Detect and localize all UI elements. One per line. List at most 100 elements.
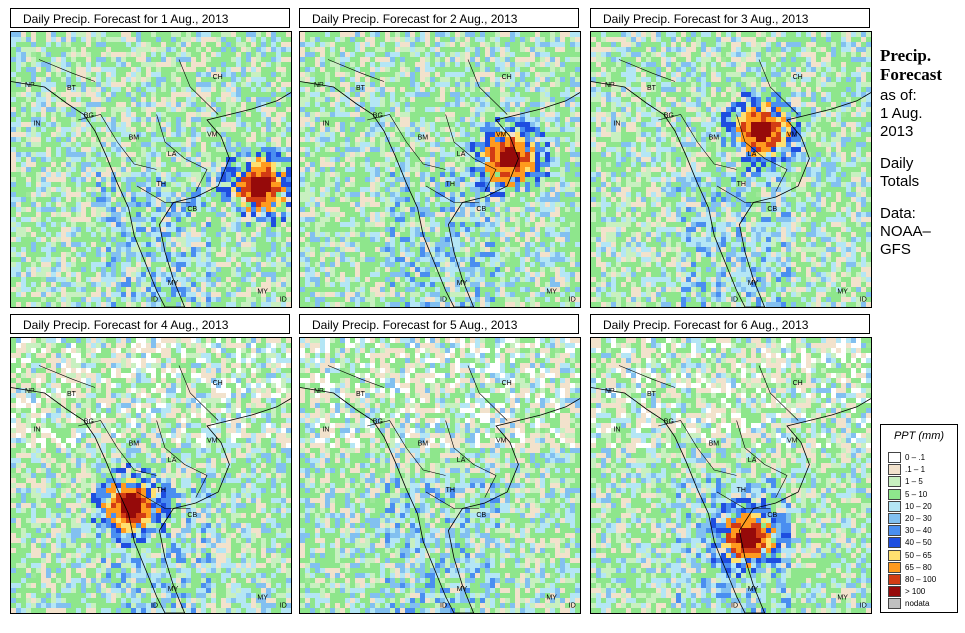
country-label: NP — [25, 82, 35, 89]
country-label: BG — [373, 112, 383, 119]
country-label: BM — [709, 134, 720, 141]
legend-swatch — [888, 561, 901, 573]
country-border — [445, 114, 497, 192]
legend-label: 5 – 10 — [905, 489, 928, 499]
country-border — [425, 491, 480, 509]
country-border — [367, 114, 446, 170]
country-label: IN — [322, 121, 329, 128]
legend-swatch — [888, 513, 901, 524]
country-label: BT — [67, 391, 77, 398]
country-label: IN — [613, 427, 620, 434]
coastline — [300, 81, 580, 307]
country-label: MY — [546, 288, 557, 295]
country-border — [618, 59, 676, 82]
country-label: LA — [168, 151, 177, 158]
precip-map: NP BT BG IN CH BM VM LA TH CB MY ID MY ID — [590, 337, 872, 614]
country-label: ID — [569, 297, 576, 304]
country-label: VM — [207, 132, 218, 139]
country-label: CH — [213, 380, 223, 387]
panel-title: Daily Precip. Forecast for 4 Aug., 2013 — [10, 314, 290, 334]
country-label: NP — [605, 388, 615, 395]
country-border — [716, 185, 771, 203]
country-label: TH — [157, 487, 166, 494]
country-label: CB — [476, 512, 486, 519]
country-label: CH — [793, 74, 803, 81]
country-label: CB — [187, 512, 197, 519]
country-label: LA — [457, 151, 466, 158]
data-label: Data: — [880, 205, 916, 222]
precip-map: NP BT BG IN CH BM VM LA TH CB MY ID MY ID — [299, 337, 581, 614]
country-border — [736, 114, 788, 192]
panel-title: Daily Precip. Forecast for 5 Aug., 2013 — [299, 314, 579, 334]
country-label: TH — [446, 181, 455, 188]
legend-label: 40 – 50 — [905, 538, 932, 548]
legend-swatch — [888, 598, 901, 610]
legend-swatch — [888, 586, 901, 598]
country-border — [467, 365, 508, 421]
country-label: IN — [33, 121, 40, 128]
country-label: TH — [737, 181, 746, 188]
coastline — [591, 387, 871, 613]
country-border — [327, 365, 385, 388]
country-label: TH — [157, 181, 166, 188]
panel-title: Daily Precip. Forecast for 2 Aug., 2013 — [299, 8, 579, 28]
country-label: BG — [84, 418, 94, 425]
country-label: ID — [151, 297, 158, 304]
country-label: IN — [33, 427, 40, 434]
heading-line-2: Forecast — [880, 65, 942, 84]
country-label: LA — [748, 151, 757, 158]
country-label: ID — [731, 297, 738, 304]
legend-title: PPT (mm) — [893, 430, 945, 442]
country-label: LA — [168, 457, 177, 464]
legend-label: 65 – 80 — [905, 562, 932, 572]
country-border — [445, 420, 497, 498]
coastline — [591, 81, 871, 307]
country-label: NP — [605, 82, 615, 89]
coastline — [11, 387, 291, 613]
coastline — [11, 81, 291, 307]
map-canvas: NP BT BG IN CH BM VM LA TH CB MY ID MY ID — [300, 32, 580, 307]
precip-map: NP BT BG IN CH BM VM LA TH CB MY ID MY ID — [299, 31, 581, 308]
country-border — [38, 59, 96, 82]
country-border — [658, 420, 737, 476]
country-border — [78, 420, 157, 476]
precip-map: NP BT BG IN CH BM VM LA TH CB MY ID MY ID — [10, 337, 292, 614]
country-label: MY — [457, 280, 468, 287]
country-label: VM — [496, 132, 507, 139]
country-label: BT — [356, 391, 366, 398]
precip-legend: PPT (mm) 0 – .1 .1 – 1 1 – 5 5 – 10 10 – 20 2… — [880, 424, 958, 613]
country-label: BM — [129, 440, 140, 447]
legend-label: nodata — [905, 599, 930, 609]
legend-swatch — [888, 488, 901, 500]
country-label: ID — [440, 603, 447, 610]
country-label: MY — [837, 594, 848, 601]
country-label: MY — [837, 288, 848, 295]
country-label: IN — [322, 427, 329, 434]
country-border — [425, 185, 480, 203]
legend-label: 0 – .1 — [905, 453, 926, 462]
country-label: IN — [613, 121, 620, 128]
country-border — [178, 59, 219, 115]
legend-label: .1 – 1 — [905, 465, 926, 475]
country-label: CB — [767, 512, 777, 519]
country-label: ID — [860, 297, 867, 304]
country-label: BG — [664, 112, 674, 119]
country-border — [327, 59, 385, 82]
country-border — [78, 114, 157, 170]
map-canvas: NP BT BG IN CH BM VM LA TH CB MY ID MY ID — [11, 338, 291, 613]
country-label: ID — [280, 297, 287, 304]
legend-swatch — [888, 452, 901, 463]
as-of-date: 1 Aug. — [880, 105, 923, 122]
country-label: BM — [129, 134, 140, 141]
legend-swatch — [888, 464, 901, 476]
daily-label: Daily — [880, 155, 914, 172]
legend-swatch — [888, 549, 901, 561]
coastline — [300, 387, 580, 613]
country-border — [156, 114, 208, 192]
legend-swatch — [888, 537, 901, 549]
map-canvas: NP BT BG IN CH BM VM LA TH CB MY ID MY ID — [11, 32, 291, 307]
precip-grid — [591, 338, 871, 613]
country-border — [367, 420, 446, 476]
data-source: NOAA– — [880, 223, 931, 240]
country-label: BM — [709, 440, 720, 447]
